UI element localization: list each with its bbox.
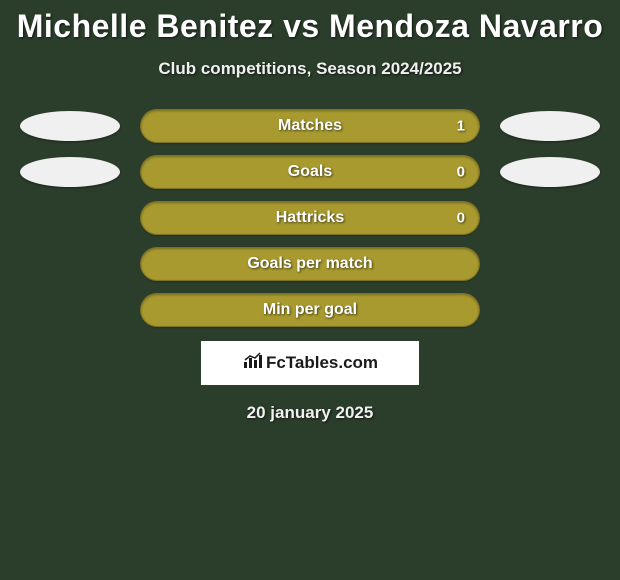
bar-wrap: Goals per match: [140, 247, 480, 281]
page-subtitle: Club competitions, Season 2024/2025: [0, 59, 620, 79]
stat-label: Goals per match: [247, 255, 372, 273]
right-player-logo: [500, 111, 600, 141]
left-player-logo: [20, 157, 120, 187]
bar-wrap: Min per goal: [140, 293, 480, 327]
stat-value: 1: [457, 118, 465, 135]
oval-spacer: [500, 295, 600, 325]
stat-row-min-per-goal: Min per goal: [0, 293, 620, 327]
stat-value: 0: [457, 210, 465, 227]
right-player-logo: [500, 157, 600, 187]
stats-block: Matches 1 Goals 0 Hattricks 0: [0, 109, 620, 327]
oval-spacer: [20, 249, 120, 279]
stat-label: Goals: [288, 163, 332, 181]
oval-spacer: [20, 203, 120, 233]
comparison-container: Michelle Benitez vs Mendoza Navarro Club…: [0, 0, 620, 423]
stat-value: 0: [457, 164, 465, 181]
bar-wrap: Matches 1: [140, 109, 480, 143]
stat-bar: Matches 1: [140, 109, 480, 143]
oval-spacer: [500, 249, 600, 279]
stat-bar: Hattricks 0: [140, 201, 480, 235]
stat-label: Min per goal: [263, 301, 357, 319]
stat-bar: Goals 0: [140, 155, 480, 189]
stat-row-matches: Matches 1: [0, 109, 620, 143]
page-title: Michelle Benitez vs Mendoza Navarro: [0, 8, 620, 45]
oval-spacer: [500, 203, 600, 233]
stat-bar: Goals per match: [140, 247, 480, 281]
stat-label: Matches: [278, 117, 342, 135]
bar-wrap: Goals 0: [140, 155, 480, 189]
brand-text: FcTables.com: [266, 353, 378, 373]
left-player-logo: [20, 111, 120, 141]
stat-row-hattricks: Hattricks 0: [0, 201, 620, 235]
stat-row-goals: Goals 0: [0, 155, 620, 189]
stat-row-goals-per-match: Goals per match: [0, 247, 620, 281]
oval-spacer: [20, 295, 120, 325]
bar-wrap: Hattricks 0: [140, 201, 480, 235]
chart-icon: [242, 352, 264, 375]
stat-label: Hattricks: [276, 209, 344, 227]
brand-box[interactable]: FcTables.com: [201, 341, 419, 385]
stat-bar: Min per goal: [140, 293, 480, 327]
date-text: 20 january 2025: [0, 403, 620, 423]
